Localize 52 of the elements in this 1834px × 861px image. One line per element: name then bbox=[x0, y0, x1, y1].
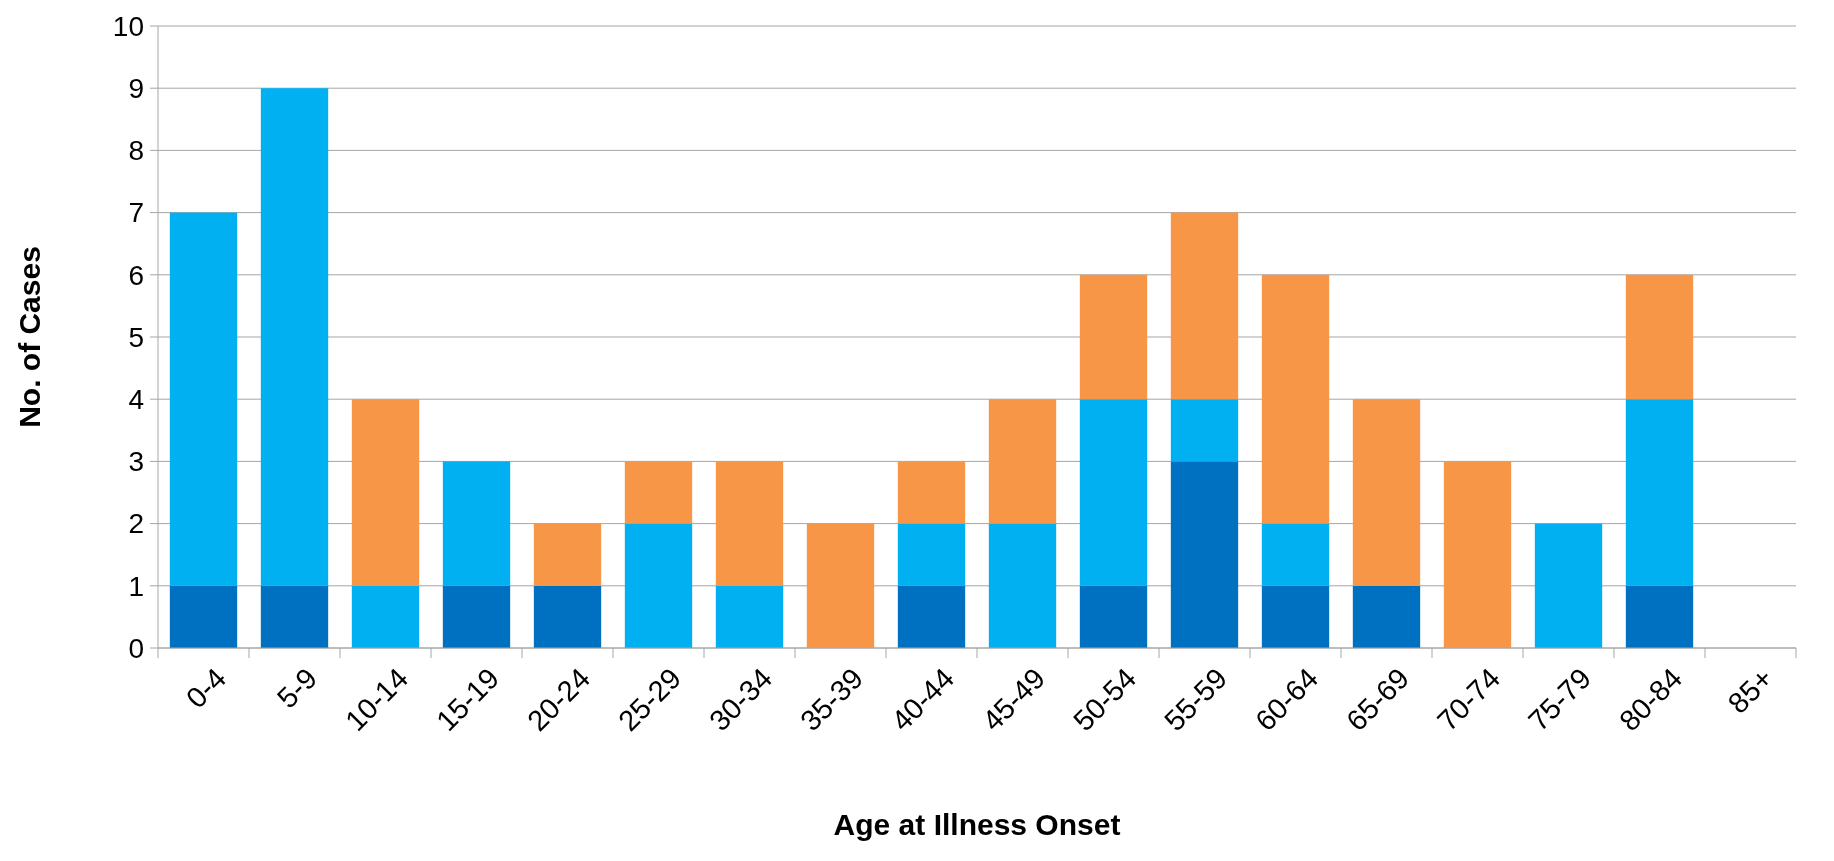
bar bbox=[1534, 523, 1603, 648]
x-tick-label: 0-4 bbox=[179, 661, 233, 715]
y-tick-label: 8 bbox=[128, 135, 144, 167]
bar bbox=[169, 212, 238, 586]
bar bbox=[1170, 461, 1239, 648]
bar bbox=[169, 585, 238, 648]
bar bbox=[897, 461, 966, 524]
x-axis-title: Age at Illness Onset bbox=[833, 808, 1121, 841]
x-tick-label: 85+ bbox=[1721, 661, 1780, 720]
bar bbox=[1261, 523, 1330, 586]
bar bbox=[1443, 461, 1512, 648]
bar bbox=[897, 523, 966, 586]
bar bbox=[260, 585, 329, 648]
y-tick-label: 10 bbox=[112, 10, 144, 42]
bar bbox=[715, 461, 784, 586]
y-tick-label: 1 bbox=[128, 570, 144, 602]
y-tick-label: 4 bbox=[128, 384, 144, 415]
y-tick-label: 9 bbox=[128, 73, 144, 104]
bar bbox=[1170, 399, 1239, 462]
bar bbox=[533, 523, 602, 586]
bar bbox=[1170, 212, 1239, 400]
bar bbox=[1352, 585, 1421, 648]
bar bbox=[1625, 585, 1694, 648]
bar bbox=[806, 523, 875, 648]
bar bbox=[988, 523, 1057, 648]
bar bbox=[442, 585, 511, 648]
bar bbox=[715, 585, 784, 648]
y-tick-label: 2 bbox=[128, 508, 144, 540]
y-axis-title: No. of Cases bbox=[13, 246, 46, 428]
bar bbox=[1352, 399, 1421, 586]
y-tick-label: 3 bbox=[128, 446, 144, 478]
y-tick-label: 5 bbox=[128, 321, 144, 353]
y-tick-label: 6 bbox=[128, 259, 144, 291]
bar bbox=[1079, 399, 1148, 586]
bar bbox=[442, 461, 511, 586]
bar bbox=[988, 399, 1057, 524]
bar bbox=[533, 585, 602, 648]
x-tick-label: 5-9 bbox=[270, 661, 324, 715]
bar bbox=[1625, 274, 1694, 400]
y-tick-label: 7 bbox=[128, 197, 144, 229]
bar bbox=[1079, 274, 1148, 400]
bar bbox=[1079, 585, 1148, 648]
bar bbox=[624, 523, 693, 648]
y-tick-label: 0 bbox=[128, 632, 144, 664]
bar bbox=[1625, 399, 1694, 586]
bar bbox=[351, 585, 420, 648]
bar bbox=[624, 461, 693, 524]
bar bbox=[351, 399, 420, 586]
bar bbox=[1261, 274, 1330, 524]
bar bbox=[897, 585, 966, 648]
bar bbox=[260, 88, 329, 586]
bar bbox=[1261, 585, 1330, 648]
